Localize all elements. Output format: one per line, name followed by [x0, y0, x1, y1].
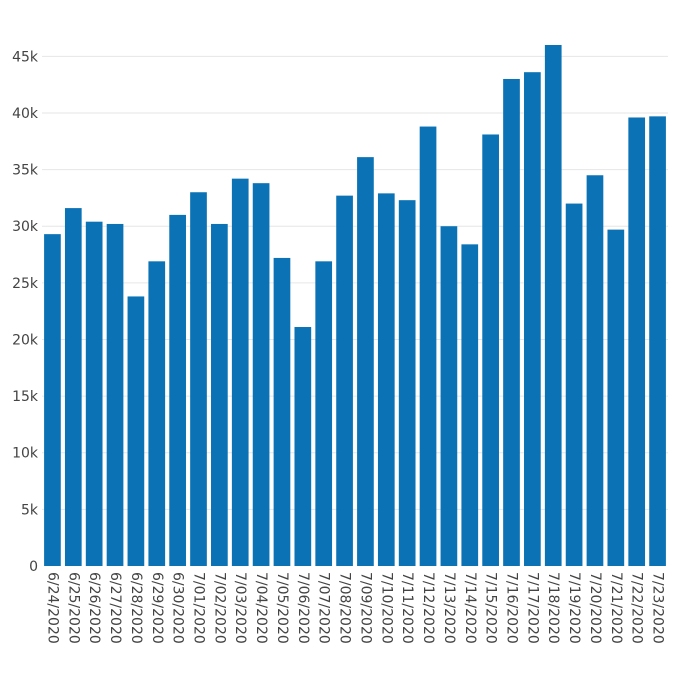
y-tick-label: 5k	[21, 502, 39, 518]
x-tick-label: 7/01/2020	[191, 572, 207, 644]
bar[interactable]	[294, 327, 312, 566]
x-tick-label: 7/08/2020	[337, 572, 353, 644]
gridlines	[42, 55, 668, 510]
x-tick-label: 7/23/2020	[650, 572, 666, 644]
x-tick-label: 6/28/2020	[128, 572, 144, 644]
x-tick-label: 7/19/2020	[566, 572, 582, 644]
x-tick-label: 7/20/2020	[587, 572, 603, 644]
bar[interactable]	[85, 221, 103, 566]
bar[interactable]	[127, 296, 145, 566]
bar[interactable]	[106, 223, 124, 566]
x-tick-label: 7/09/2020	[357, 572, 373, 644]
bar[interactable]	[461, 244, 479, 567]
bar[interactable]	[44, 234, 61, 567]
y-tick-label: 25k	[12, 276, 39, 292]
y-tick-label: 30k	[12, 219, 39, 235]
bar[interactable]	[231, 178, 249, 566]
x-tick-label: 7/13/2020	[441, 572, 457, 644]
bar[interactable]	[586, 175, 604, 566]
bar[interactable]	[336, 195, 353, 566]
bar[interactable]	[524, 72, 541, 566]
x-tick-label: 7/02/2020	[211, 572, 227, 644]
x-tick-label: 7/18/2020	[545, 572, 561, 644]
bar[interactable]	[190, 192, 207, 566]
x-tick-label: 7/12/2020	[420, 572, 436, 644]
y-tick-label: 15k	[12, 389, 39, 405]
bar[interactable]	[377, 193, 395, 566]
bar[interactable]	[211, 223, 228, 566]
x-tick-label: 6/30/2020	[170, 572, 186, 644]
x-axis-ticks: 6/24/2020 6/25/2020 6/26/2020 6/27/2020 6/28…	[44, 572, 665, 644]
y-tick-label: 35k	[12, 163, 39, 179]
x-tick-label: 7/07/2020	[316, 572, 332, 644]
x-tick-label: 7/14/2020	[462, 572, 478, 644]
x-tick-label: 7/22/2020	[629, 572, 645, 644]
y-tick-label: 0	[29, 559, 38, 575]
bars	[44, 45, 666, 567]
x-tick-label: 6/29/2020	[149, 572, 165, 644]
x-tick-label: 6/27/2020	[107, 572, 123, 644]
y-tick-label: 10k	[12, 446, 39, 462]
y-axis-ticks: 0 5k 10k 15k 20k 25k 30k 35k 40k 45k	[12, 49, 39, 575]
x-tick-label: 7/21/2020	[608, 572, 624, 644]
x-tick-label: 7/17/2020	[524, 572, 540, 644]
bar[interactable]	[503, 78, 520, 566]
bar[interactable]	[398, 200, 416, 566]
bar[interactable]	[252, 183, 270, 566]
bar[interactable]	[607, 229, 625, 566]
bar[interactable]	[565, 203, 583, 566]
bar[interactable]	[169, 214, 186, 567]
bar[interactable]	[315, 261, 333, 566]
bar[interactable]	[544, 45, 562, 566]
x-tick-label: 7/06/2020	[295, 572, 311, 644]
x-tick-label: 7/04/2020	[253, 572, 269, 644]
bar[interactable]	[64, 208, 82, 567]
x-tick-label: 7/15/2020	[483, 572, 499, 644]
x-tick-label: 7/16/2020	[504, 572, 520, 644]
x-tick-label: 7/11/2020	[399, 572, 415, 644]
bar[interactable]	[148, 261, 166, 566]
y-tick-label: 20k	[12, 332, 39, 348]
bar[interactable]	[649, 116, 666, 567]
x-tick-label: 7/03/2020	[232, 572, 248, 644]
bar[interactable]	[357, 157, 374, 566]
x-tick-label: 7/05/2020	[274, 572, 290, 644]
bar[interactable]	[482, 134, 499, 567]
y-tick-label: 40k	[12, 106, 39, 122]
bar[interactable]	[419, 126, 437, 567]
bar[interactable]	[628, 117, 646, 567]
x-tick-label: 6/26/2020	[86, 572, 102, 644]
y-tick-label: 45k	[12, 49, 39, 65]
x-tick-label: 7/10/2020	[378, 572, 394, 644]
bar[interactable]	[440, 226, 458, 566]
x-tick-label: 6/24/2020	[44, 572, 60, 644]
bar[interactable]	[273, 257, 291, 566]
x-tick-label: 6/25/2020	[65, 572, 81, 644]
